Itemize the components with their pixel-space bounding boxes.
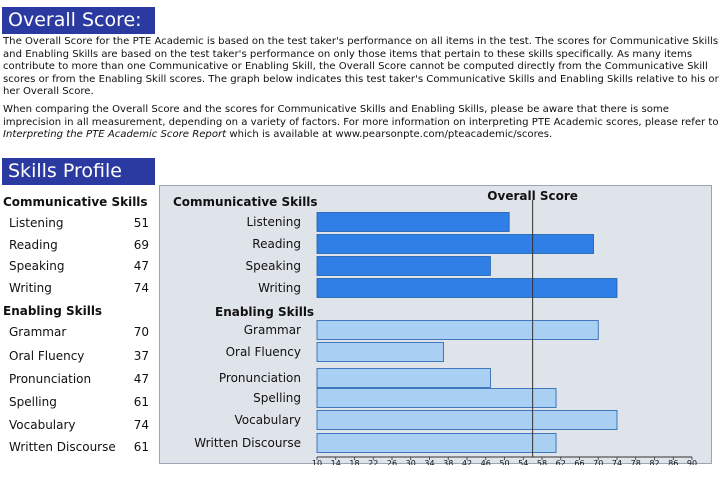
score-row-grammar: Grammar 70 [9,325,149,339]
skills-profile-chart: Communicative Skills Enabling Skills Liste… [159,185,712,465]
skill-score: 74 [133,281,149,295]
x-tick-label-58: 58 [537,459,547,465]
x-tick-label-30: 30 [406,459,416,465]
skill-label: Oral Fluency [9,349,85,363]
overall-description: The Overall Score for the PTE Academic i… [3,36,719,98]
x-tick-label-74: 74 [612,459,622,465]
skill-score: 37 [133,349,149,363]
bar-speaking [316,256,491,276]
skill-label: Grammar [9,325,67,339]
score-row-pronunciation: Pronunciation 47 [9,372,149,386]
x-tick-label-86: 86 [668,459,678,465]
bar-label-grammar: Grammar [244,323,301,337]
x-tick-label-42: 42 [462,459,472,465]
bar-spelling [316,388,557,408]
comparison-note: When comparing the Overall Score and the… [3,104,719,142]
skill-score: 70 [133,325,149,339]
skill-label: Writing [9,281,52,295]
x-tick-label-66: 66 [574,459,584,465]
x-tick-label-22: 22 [368,459,378,465]
score-row-reading: Reading 69 [9,238,149,252]
bar-label-speaking: Speaking [246,259,301,273]
x-tick-label-50: 50 [499,459,509,465]
enabling-skills-heading: Enabling Skills [3,304,103,318]
bar-label-oral-fluency: Oral Fluency [226,345,301,359]
x-tick-label-46: 46 [481,459,491,465]
overall-score-line-label: Overall Score [487,189,578,203]
bar-label-vocabulary: Vocabulary [234,413,301,427]
score-row-listening: Listening 51 [9,216,149,230]
x-tick-label-54: 54 [518,459,528,465]
bar-written-discourse [316,433,557,453]
bar-label-writing: Writing [258,281,301,295]
bar-label-pronunciation: Pronunciation [219,371,301,385]
bar-label-spelling: Spelling [253,391,301,405]
x-tick-label-82: 82 [649,459,659,465]
bar-reading [316,234,594,254]
x-tick-label-78: 78 [631,459,641,465]
skills-profile-title: Skills Profile [8,160,122,182]
score-row-writing: Writing 74 [9,281,149,295]
bar-label-listening: Listening [246,215,301,229]
skill-score: 69 [133,238,149,252]
communicative-skills-heading: Communicative Skills [3,195,148,209]
skills-chart-svg: Communicative Skills Enabling Skills Liste… [173,189,697,465]
skill-score: 51 [133,216,149,230]
skill-score: 47 [133,259,149,273]
comparison-note-text: When comparing the Overall Score and the… [3,104,719,128]
score-report-title: Interpreting the PTE Academic Score Repo… [3,129,227,141]
x-tick-label-62: 62 [556,459,566,465]
bar-writing [316,278,618,298]
bar-pronunciation [316,368,491,388]
bar-label-reading: Reading [252,237,301,251]
x-tick-label-18: 18 [349,459,359,465]
skills-profile-banner: Skills Profile [2,158,155,185]
x-tick-label-10: 10 [312,459,322,465]
overall-score-title: Overall Score: 56 [8,9,142,58]
overall-score-banner: Overall Score: 56 [2,7,155,58]
skill-label: Pronunciation [9,372,92,386]
skill-score: 61 [133,395,149,409]
comparison-note-url-text: which is available at www.pearsonpte.com… [226,129,553,141]
bar-label-written-discourse: Written Discourse [194,436,301,450]
x-tick-label-90: 90 [687,459,697,465]
skill-label: Reading [9,238,58,252]
chart-section-communicative: Communicative Skills [173,195,318,209]
x-tick-label-34: 34 [424,459,434,465]
bar-grammar [316,320,599,340]
skill-label: Vocabulary [9,418,76,432]
x-tick-label-14: 14 [331,459,341,465]
bar-listening [316,212,510,232]
bar-vocabulary [316,410,618,430]
score-row-spelling: Spelling 61 [9,395,149,409]
x-tick-label-38: 38 [443,459,453,465]
bar-oral-fluency [316,342,444,362]
x-tick-label-26: 26 [387,459,397,465]
x-tick-label-70: 70 [593,459,603,465]
skill-score: 47 [133,372,149,386]
skill-label: Listening [9,216,64,230]
skill-label: Speaking [9,259,65,273]
score-row-vocabulary: Vocabulary 74 [9,418,149,432]
score-row-speaking: Speaking 47 [9,259,149,273]
skill-score: 61 [133,440,149,454]
skill-label: Written Discourse [9,440,116,454]
chart-section-enabling: Enabling Skills [215,305,314,319]
score-row-written-discourse: Written Discourse 61 [9,440,149,454]
score-row-oral-fluency: Oral Fluency 37 [9,349,149,363]
skill-score: 74 [133,418,149,432]
skill-label: Spelling [9,395,57,409]
